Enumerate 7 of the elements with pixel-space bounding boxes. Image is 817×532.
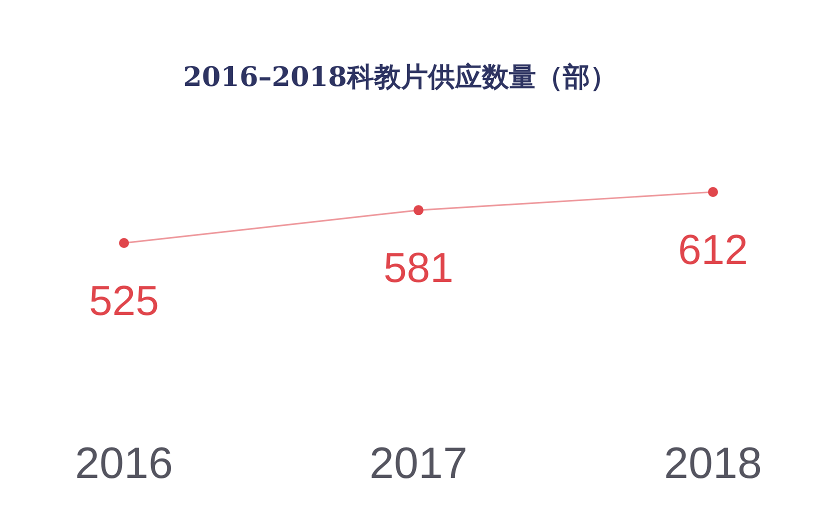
data-label: 581	[383, 244, 454, 292]
x-tick-label: 2018	[664, 439, 762, 488]
data-label: 612	[678, 226, 748, 273]
x-tick-label: 2017	[370, 439, 468, 488]
data-label: 525	[88, 277, 160, 324]
x-tick-label: 2016	[75, 439, 173, 488]
chart-title: 2016–2018科教片供应数量（部）	[183, 62, 617, 93]
